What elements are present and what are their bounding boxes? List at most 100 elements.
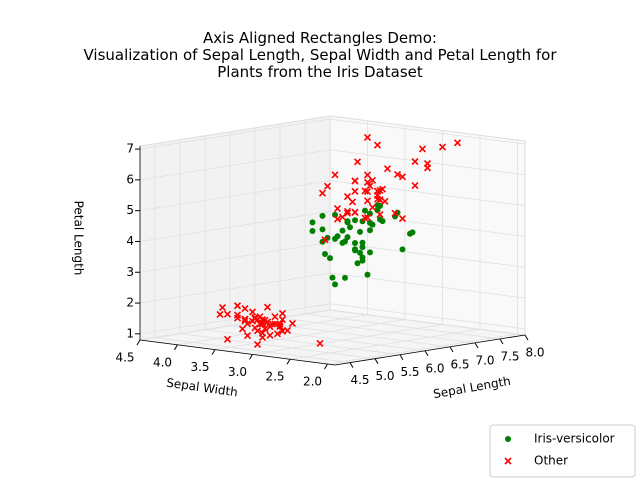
point (288, 319, 297, 328)
point (321, 236, 329, 244)
grid-line (139, 118, 526, 150)
legend-label: Other (534, 454, 568, 468)
tick-mark (136, 339, 141, 346)
point (216, 310, 224, 318)
y-tick-label: 2.0 (303, 375, 322, 389)
tick-mark (374, 358, 379, 364)
point (363, 187, 372, 196)
point (333, 205, 342, 213)
point (364, 271, 371, 278)
point (223, 310, 232, 318)
y-tick-label: 2.5 (265, 370, 284, 384)
point (339, 227, 346, 234)
point (369, 221, 376, 228)
grid-line (139, 211, 526, 242)
z-axis-label: Petal Length (72, 201, 86, 276)
point (339, 239, 346, 246)
grid-line (139, 241, 526, 273)
tick-mark (449, 346, 454, 353)
point (362, 207, 368, 214)
z-tick-label: 5 (126, 203, 134, 217)
point (233, 311, 242, 319)
point (377, 216, 383, 223)
tick-mark (174, 344, 178, 351)
point (407, 230, 413, 237)
point (351, 187, 359, 195)
chart-title: Axis Aligned Rectangles Demo: Visualizat… (83, 29, 557, 81)
point (363, 213, 372, 221)
back-pane (139, 115, 331, 341)
grid-line (139, 180, 526, 212)
point (322, 250, 328, 257)
point (373, 195, 382, 203)
point (368, 176, 377, 184)
x-tick-label: 4.5 (350, 373, 369, 387)
point (363, 133, 372, 141)
point (347, 224, 353, 231)
point (398, 215, 407, 223)
point (241, 305, 249, 313)
point (348, 198, 357, 206)
point (342, 274, 348, 281)
point (376, 210, 384, 219)
point (381, 197, 389, 205)
point (438, 143, 447, 151)
grid-line (139, 272, 526, 304)
point (366, 182, 374, 190)
x-tick-label: 7.5 (500, 349, 519, 363)
point (251, 313, 259, 322)
grid-line (139, 303, 526, 335)
point (332, 235, 338, 242)
z-tick-label: 4 (126, 234, 134, 248)
point (278, 309, 287, 317)
point (367, 249, 373, 256)
y-tick-label: 3.0 (228, 365, 247, 379)
point (253, 327, 262, 335)
y-tick-label: 4.5 (115, 351, 134, 365)
point (354, 260, 361, 267)
tick-mark (286, 358, 291, 365)
point (309, 219, 316, 226)
point (278, 327, 287, 335)
point (343, 192, 352, 201)
point (376, 186, 384, 195)
tick-mark (524, 334, 529, 341)
point (338, 213, 347, 221)
point (353, 158, 362, 166)
point (241, 317, 249, 325)
point (248, 308, 257, 316)
y-axis (139, 339, 336, 366)
point (233, 302, 242, 310)
point (351, 177, 359, 185)
point (418, 145, 427, 153)
x-tick-label: 6.5 (450, 357, 469, 371)
point (327, 255, 333, 262)
point (453, 139, 462, 147)
point (391, 209, 399, 217)
legend-box (489, 424, 636, 478)
point (319, 212, 326, 219)
point (271, 313, 279, 321)
tick-mark (399, 354, 404, 360)
point (238, 325, 247, 333)
point (367, 210, 373, 217)
z-tick-label: 3 (126, 265, 134, 279)
point (263, 303, 272, 311)
point (423, 160, 432, 168)
x-axis-label: Sepal Length (432, 374, 512, 401)
point (332, 211, 338, 218)
point (266, 323, 274, 331)
legend-marker (504, 457, 512, 465)
x-axis (334, 334, 526, 366)
point (329, 274, 336, 281)
z-tick-label: 1 (126, 326, 134, 340)
point (331, 171, 339, 179)
tick-mark (424, 350, 429, 357)
point (359, 257, 366, 264)
tick-mark (249, 354, 253, 360)
point (352, 217, 358, 224)
point (258, 320, 267, 328)
point (357, 249, 363, 256)
legend-label: Iris-versicolor (534, 432, 615, 446)
